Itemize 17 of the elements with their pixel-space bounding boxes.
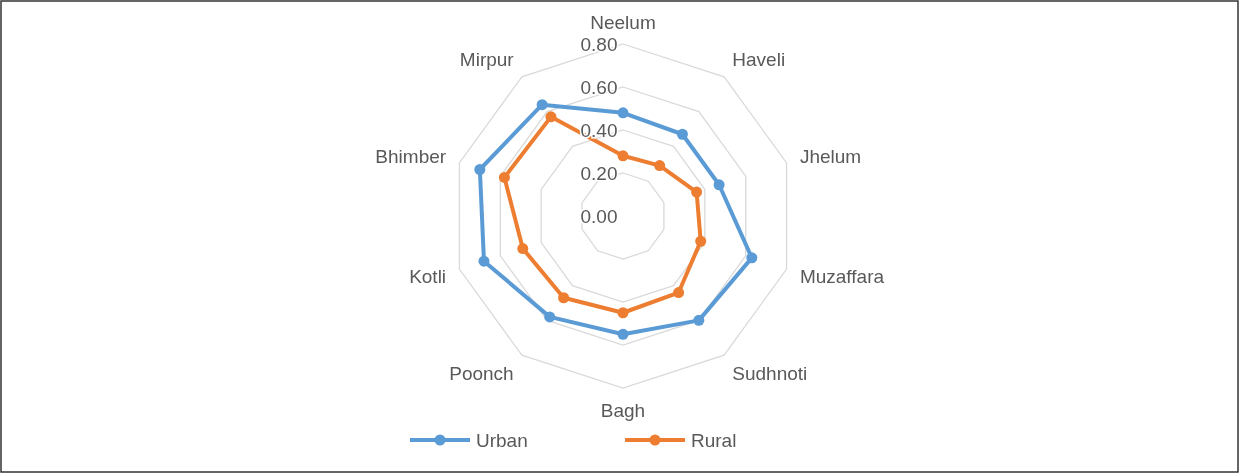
spoke-label: Sudhnoti (732, 362, 808, 384)
spoke-label: Jhelum (799, 145, 862, 167)
spoke-label: Neelum (590, 11, 656, 33)
y-tick-label: 0.60 (580, 76, 618, 98)
y-tick-label: 0.40 (580, 119, 618, 141)
spoke-label: Bhimber (375, 145, 447, 167)
spoke-label: Mirpur (459, 48, 515, 70)
y-tick-label: 0.80 (580, 33, 618, 55)
spoke-label: Kotli (409, 265, 447, 287)
spoke-label: Bagh (600, 399, 646, 421)
spoke-label: Haveli (732, 48, 786, 70)
spoke-label: Muzaffara (799, 265, 885, 287)
legend-label: Urban (476, 429, 528, 451)
legend-label: Rural (691, 429, 737, 451)
y-tick-label: 0.00 (580, 205, 618, 227)
y-tick-label: 0.20 (580, 162, 618, 184)
spoke-label: Poonch (449, 362, 514, 384)
